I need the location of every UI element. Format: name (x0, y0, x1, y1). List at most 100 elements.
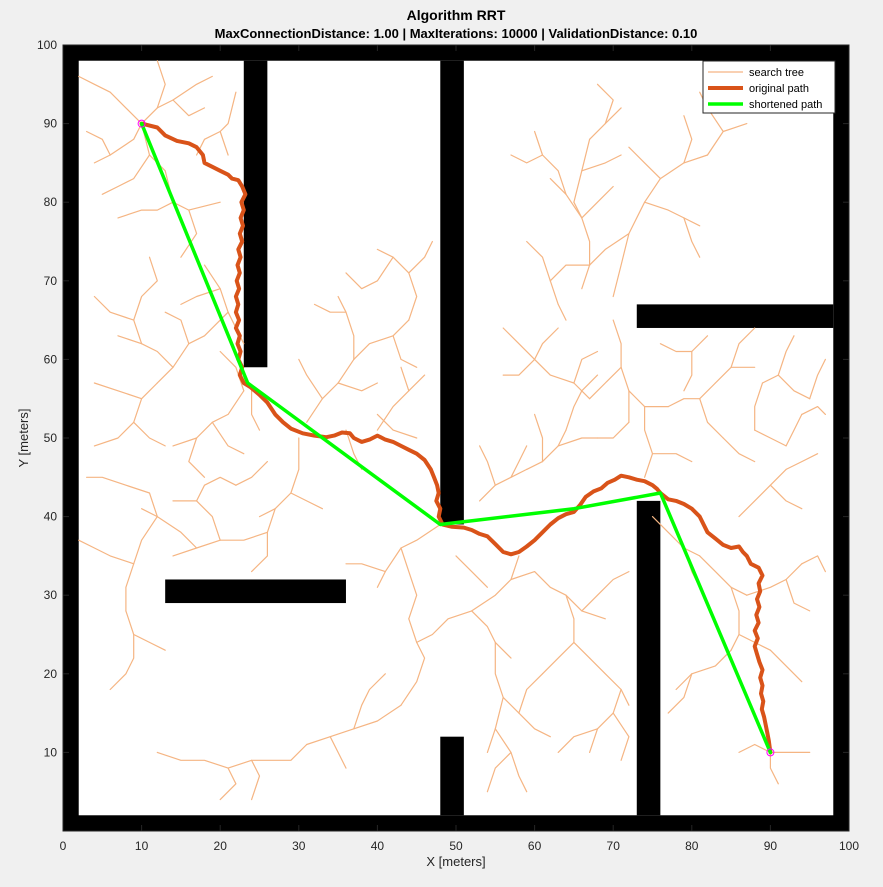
search-tree-branch-84 (526, 429, 567, 470)
search-tree-branch-83 (510, 445, 528, 478)
search-tree-branch-130 (596, 83, 614, 125)
search-tree-branch-151 (785, 453, 819, 470)
search-tree-branch-52 (376, 413, 418, 439)
search-tree-branch-56 (345, 563, 386, 573)
x-tick-label: 60 (528, 839, 542, 853)
original-path-line (139, 121, 773, 755)
legend: search tree original path shortened path (702, 60, 836, 114)
search-tree-branch-41 (337, 382, 378, 392)
search-tree-branch-96 (643, 406, 654, 478)
search-tree-branch-26 (251, 390, 261, 431)
search-tree-branch-98 (596, 421, 630, 439)
search-tree-branch-73 (565, 594, 591, 659)
search-tree-branch-4 (85, 130, 111, 156)
search-tree-branch-97 (651, 453, 693, 463)
search-tree-branch-48 (345, 256, 394, 290)
search-tree-branch-134 (502, 327, 536, 360)
x-tick-label: 70 (607, 839, 621, 853)
x-tick-label: 30 (292, 839, 306, 853)
search-tree-branch-77 (588, 688, 622, 754)
y-tick-label: 20 (44, 667, 58, 681)
search-tree-branch-85 (557, 437, 599, 447)
search-tree (78, 60, 827, 801)
y-tick-label: 10 (44, 745, 58, 759)
search-tree-branch-82 (479, 468, 528, 502)
search-tree-branch-80 (510, 555, 520, 581)
y-tick-label: 70 (44, 274, 58, 288)
search-tree-branch-114 (581, 233, 630, 290)
search-tree-branch-116 (628, 146, 662, 180)
search-tree-branch-75 (581, 570, 630, 612)
search-tree-branch-125 (510, 154, 544, 164)
search-tree-branch-64 (416, 610, 473, 644)
search-tree-branch-81 (455, 555, 488, 588)
goal-marker (766, 748, 775, 757)
search-tree-branch-78 (557, 728, 599, 754)
chart-title: Algorithm RRT (407, 7, 506, 23)
search-tree-branch-23 (188, 437, 206, 478)
obstacle-9 (165, 579, 346, 604)
x-tick-label: 50 (449, 839, 463, 853)
search-tree-branch-35 (133, 633, 166, 651)
search-tree-branch-111 (801, 406, 827, 415)
search-tree-branch-107 (754, 382, 764, 431)
search-tree-branch-142 (801, 555, 827, 573)
search-tree-branch-2 (101, 122, 151, 195)
y-tick-label: 60 (44, 352, 58, 366)
search-tree-branch-113 (612, 201, 646, 298)
search-tree-branch-91 (502, 358, 536, 376)
search-tree-branch-120 (643, 201, 701, 227)
search-tree-branch-76 (588, 657, 630, 706)
search-tree-branch-103 (659, 335, 709, 353)
search-tree-branch-138 (730, 586, 740, 651)
obstacles (63, 45, 849, 831)
shortened-path-line (139, 121, 773, 755)
search-tree-branch-59 (156, 743, 308, 769)
obstacle-3 (833, 45, 849, 831)
search-tree-branch-47 (408, 240, 433, 274)
search-tree-branch-90 (573, 350, 599, 384)
search-tree-branch-88 (479, 445, 496, 486)
search-tree-branch-122 (573, 201, 591, 266)
search-tree-branch-34 (109, 610, 135, 691)
y-tick-label: 50 (44, 431, 58, 445)
obstacle-6 (440, 736, 464, 816)
chart-subtitle: MaxConnectionDistance: 1.00 | MaxIterati… (215, 26, 698, 41)
search-tree-branch-8 (117, 201, 174, 219)
search-tree-branch-43 (313, 303, 347, 313)
y-tick-label: 30 (44, 588, 58, 602)
search-tree-branch-39 (235, 461, 268, 486)
x-tick-label: 90 (764, 839, 778, 853)
x-tick-label: 0 (60, 839, 67, 853)
search-tree-branch-132 (526, 240, 551, 282)
y-axis-label: Y [meters] (16, 408, 31, 467)
search-tree-branch-50 (400, 366, 410, 392)
legend-label-2: shortened path (749, 99, 822, 111)
search-tree-branch-143 (769, 649, 803, 683)
obstacle-4 (243, 60, 268, 368)
search-tree-branch-67 (502, 696, 551, 738)
search-tree-branch-49 (376, 374, 426, 431)
x-tick-label: 80 (685, 839, 699, 853)
search-tree-branch-105 (761, 374, 811, 400)
search-tree-branch-133 (549, 280, 567, 321)
search-tree-branch-147 (769, 751, 779, 785)
search-tree-branch-144 (675, 649, 732, 691)
obstacle-5 (440, 60, 464, 525)
search-tree-branch-115 (643, 154, 709, 203)
search-tree-branch-29 (251, 508, 276, 573)
search-tree-branch-15 (164, 311, 190, 345)
search-tree-branch-10 (219, 91, 237, 156)
search-tree-branch-121 (683, 217, 701, 258)
search-tree-branch-32 (141, 508, 198, 549)
obstacle-2 (63, 45, 79, 831)
search-tree-branch-124 (533, 130, 567, 195)
search-tree-branch-135 (651, 515, 701, 557)
search-tree-branch-18 (133, 256, 158, 321)
search-tree-branch-57 (400, 618, 426, 706)
search-tree-branch-148 (738, 743, 772, 754)
search-tree-branch-24 (211, 421, 245, 455)
search-tree-branch-63 (353, 673, 386, 730)
search-tree-branch-86 (565, 374, 599, 431)
